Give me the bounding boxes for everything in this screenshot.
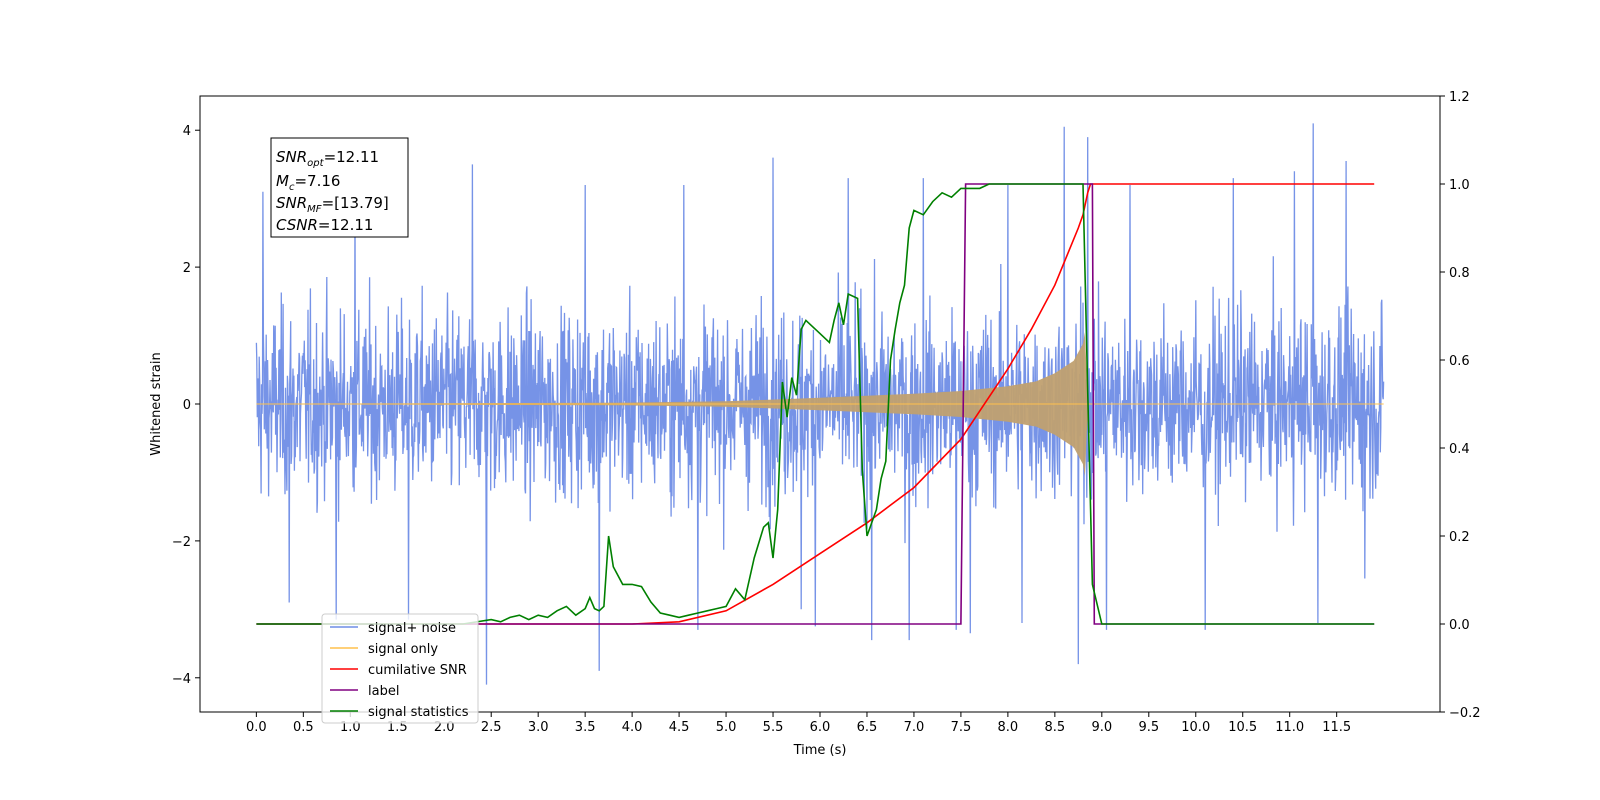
x-axis-label: Time (s) bbox=[793, 743, 847, 758]
annotation-box: SNRopt=12.11 Mc=7.16 SNRMF=[13.79] CSNR=… bbox=[270, 137, 409, 238]
x-tick-label: 5.5 bbox=[763, 720, 784, 735]
x-tick-label: 0.5 bbox=[293, 720, 314, 735]
x-tick-label: 5.0 bbox=[716, 720, 737, 735]
legend-item: label bbox=[330, 684, 399, 699]
x-axis-ticks: 0.0 0.5 1.0 1.5 2.0 2.5 3.0 3.5 4.0 4.5 5.0 5.5 6.0 6… bbox=[246, 712, 1351, 735]
x-tick-label: 4.0 bbox=[622, 720, 643, 735]
left-y-tick-label: 0 bbox=[183, 398, 191, 413]
legend-label: signal statistics bbox=[368, 705, 469, 720]
right-y-tick-label: 0.8 bbox=[1449, 266, 1470, 281]
x-tick-label: 6.0 bbox=[810, 720, 831, 735]
right-y-tick-label: 0.2 bbox=[1449, 530, 1470, 545]
x-tick-label: 11.0 bbox=[1275, 720, 1304, 735]
left-y-axis-ticks: 4 2 0 −2 −4 bbox=[172, 124, 200, 687]
right-y-tick-label: 1.0 bbox=[1449, 178, 1470, 193]
series-cumulative-snr bbox=[256, 183, 1375, 625]
x-tick-label: 10.5 bbox=[1228, 720, 1257, 735]
series-signal-statistics bbox=[256, 183, 1375, 625]
y-axis-label: Whitened strain bbox=[149, 352, 164, 455]
x-tick-label: 3.5 bbox=[575, 720, 596, 735]
x-tick-label: 6.5 bbox=[857, 720, 878, 735]
legend-label: signal only bbox=[368, 642, 438, 657]
left-y-tick-label: 2 bbox=[183, 261, 191, 276]
x-tick-label: 7.0 bbox=[904, 720, 925, 735]
x-tick-label: 8.5 bbox=[1045, 720, 1066, 735]
left-y-tick-label: 4 bbox=[183, 124, 191, 139]
x-tick-label: 9.0 bbox=[1091, 720, 1112, 735]
annotation-mc: Mc=7.16 bbox=[276, 172, 340, 193]
legend-item: signal only bbox=[330, 642, 438, 657]
legend-label: cumilative SNR bbox=[368, 663, 467, 678]
right-y-tick-label: 0.4 bbox=[1449, 442, 1470, 457]
x-tick-label: 9.5 bbox=[1138, 720, 1159, 735]
left-y-tick-label: −4 bbox=[172, 672, 191, 687]
right-y-tick-label: 0.0 bbox=[1449, 618, 1470, 633]
annotation-snr-opt: SNRopt=12.11 bbox=[276, 148, 379, 169]
x-tick-label: 2.0 bbox=[434, 720, 455, 735]
x-tick-label: 2.5 bbox=[481, 720, 502, 735]
legend: signal+ noise signal only cumilative SNR la… bbox=[321, 613, 479, 724]
annotation-csnr: CSNR=12.11 bbox=[276, 216, 373, 234]
x-tick-label: 1.5 bbox=[387, 720, 408, 735]
right-y-axis-ticks: 1.2 1.0 0.8 0.6 0.4 0.2 0.0 −0.2 bbox=[1440, 90, 1481, 721]
right-y-tick-label: −0.2 bbox=[1449, 706, 1481, 721]
right-y-tick-label: 1.2 bbox=[1449, 90, 1470, 105]
x-tick-label: 7.5 bbox=[951, 720, 972, 735]
left-y-tick-label: −2 bbox=[172, 535, 191, 550]
legend-item: signal+ noise bbox=[330, 621, 456, 636]
series-signal-noise bbox=[255, 123, 1385, 685]
x-tick-label: 10.0 bbox=[1181, 720, 1210, 735]
legend-frame bbox=[321, 613, 479, 724]
x-tick-label: 11.5 bbox=[1322, 720, 1351, 735]
x-tick-label: 8.0 bbox=[998, 720, 1019, 735]
plot-area bbox=[255, 123, 1385, 685]
legend-item: cumilative SNR bbox=[330, 663, 467, 678]
x-tick-label: 4.5 bbox=[669, 720, 690, 735]
legend-label: signal+ noise bbox=[368, 621, 456, 636]
right-y-tick-label: 0.6 bbox=[1449, 354, 1470, 369]
annotation-snr-mf: SNRMF=[13.79] bbox=[276, 194, 389, 215]
x-tick-label: 0.0 bbox=[246, 720, 267, 735]
x-tick-label: 3.0 bbox=[528, 720, 549, 735]
legend-label: label bbox=[368, 684, 399, 699]
x-tick-label: 1.0 bbox=[340, 720, 361, 735]
legend-item: signal statistics bbox=[330, 705, 469, 720]
